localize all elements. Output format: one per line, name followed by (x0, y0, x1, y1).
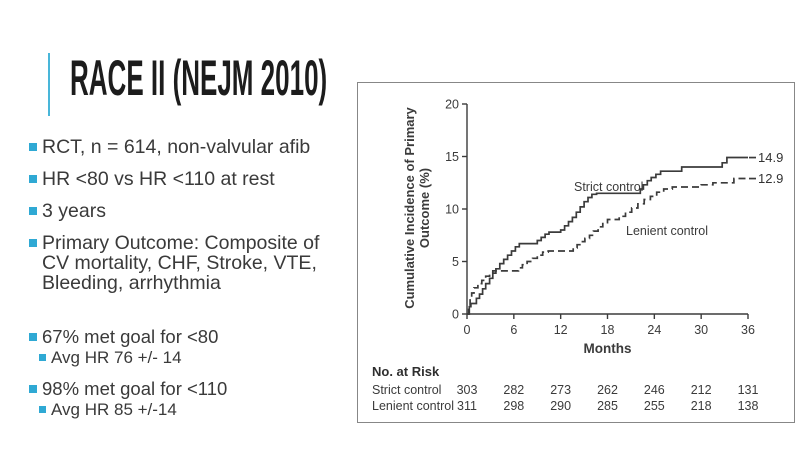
series-curve-solid (467, 156, 748, 315)
series-curve-dashed (467, 177, 748, 315)
at-risk-value: 246 (643, 383, 665, 397)
bullet-square-icon (29, 385, 37, 393)
title-accent-bar (48, 53, 50, 116)
at-risk-value: 138 (737, 399, 759, 413)
x-tick-label: 12 (554, 323, 568, 337)
at-risk-value: 303 (456, 383, 478, 397)
at-risk-value: 298 (503, 399, 525, 413)
bullet-text: 3 years (42, 200, 106, 222)
study-bullet-list: RCT, n = 614, non-valvular afib HR <80 v… (29, 137, 359, 305)
bullet-item-sub: Avg HR 85 +/-14 (29, 401, 359, 419)
at-risk-value: 311 (457, 399, 477, 413)
at-risk-row-label: Strict control (372, 383, 442, 397)
results-bullet-list: 67% met goal for <80 Avg HR 76 +/- 14 98… (29, 327, 359, 421)
at-risk-value: 285 (597, 399, 618, 413)
at-risk-value: 273 (550, 383, 572, 397)
x-tick-label: 36 (741, 323, 755, 337)
bullet-item: Primary Outcome: Composite of CV mortali… (29, 233, 359, 293)
bullet-text: Primary Outcome: Composite of CV mortali… (42, 232, 320, 294)
bullet-square-icon (39, 354, 46, 361)
km-plot-svg: 0 5 10 15 20 0 6 12 18 24 30 36 14.9 Strict control 12… (445, 98, 783, 338)
bullet-square-icon (29, 175, 37, 183)
at-risk-row: Strict control 303 282 273 262 246 212 131 (358, 383, 796, 398)
y-tick-label: 5 (452, 255, 459, 269)
y-tick-label: 15 (445, 150, 459, 164)
bullet-square-icon (29, 143, 37, 151)
x-tick-label: 6 (510, 323, 517, 337)
at-risk-value: 255 (643, 399, 665, 413)
bullet-item: RCT, n = 614, non-valvular afib (29, 137, 359, 157)
at-risk-value: 212 (690, 383, 712, 397)
bullet-item: 98% met goal for <110 (29, 379, 359, 399)
at-risk-value: 218 (690, 399, 712, 413)
at-risk-row-label: Lenient control (372, 399, 455, 413)
chart-figure: Cumulative Incidence of Primary Outcome … (357, 82, 795, 423)
at-risk-value: 290 (550, 399, 572, 413)
bullet-item: 67% met goal for <80 (29, 327, 359, 347)
x-tick-label: 24 (647, 323, 661, 337)
y-tick-label: 10 (445, 203, 459, 217)
slide-title: RACE II (NEJM 2010) (70, 50, 328, 106)
series-name-label: Lenient control (626, 224, 708, 238)
x-axis-title: Months (583, 341, 632, 356)
at-risk-value: 282 (503, 383, 525, 397)
bullet-square-icon (29, 207, 37, 215)
series-end-value: 14.9 (758, 150, 783, 165)
bullet-text: Avg HR 85 +/-14 (51, 400, 177, 419)
x-tick-label: 30 (694, 323, 708, 337)
bullet-text: Avg HR 76 +/- 14 (51, 348, 182, 367)
at-risk-title: No. at Risk (372, 364, 440, 379)
bullet-text: RCT, n = 614, non-valvular afib (42, 136, 311, 158)
y-tick-label: 0 (452, 308, 459, 322)
series-end-value: 12.9 (758, 171, 783, 186)
at-risk-value: 262 (597, 383, 618, 397)
bullet-text: 67% met goal for <80 (42, 326, 219, 347)
at-risk-row: Lenient control 311 298 290 285 255 218 138 (358, 399, 796, 414)
series-name-label: Strict control (574, 180, 643, 194)
bullet-item: HR <80 vs HR <110 at rest (29, 169, 359, 189)
bullet-square-icon (39, 406, 46, 413)
y-tick-label: 20 (445, 98, 459, 112)
bullet-item-sub: Avg HR 76 +/- 14 (29, 349, 359, 367)
x-tick-label: 18 (601, 323, 615, 337)
bullet-square-icon (29, 333, 37, 341)
bullet-text: HR <80 vs HR <110 at rest (42, 168, 275, 190)
x-tick-label: 0 (464, 323, 471, 337)
bullet-square-icon (29, 239, 37, 247)
at-risk-value: 131 (737, 383, 759, 397)
bullet-item: 3 years (29, 201, 359, 221)
bullet-text: 98% met goal for <110 (42, 378, 228, 399)
